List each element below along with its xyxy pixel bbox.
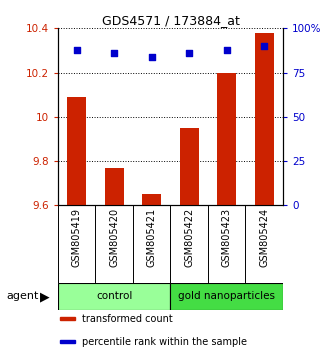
Bar [255,33,274,205]
Text: transformed count: transformed count [81,314,172,324]
Text: agent: agent [7,291,39,302]
Point [149,54,154,59]
Bar [105,168,123,205]
Text: GDS4571 / 173884_at: GDS4571 / 173884_at [102,13,239,27]
Bar [58,283,170,310]
Point [187,50,192,56]
Text: control: control [96,291,132,302]
Point [112,50,117,56]
Bar [60,340,75,343]
Bar [142,194,161,205]
Bar [180,128,199,205]
Text: GSM805423: GSM805423 [222,208,232,267]
Text: GSM805421: GSM805421 [147,208,157,267]
Bar [67,97,86,205]
Bar [170,283,283,310]
Point [261,43,267,49]
Bar [60,318,75,320]
Text: GSM805420: GSM805420 [109,208,119,267]
Text: GSM805424: GSM805424 [259,208,269,267]
Text: GSM805419: GSM805419 [72,208,82,267]
Text: ▶: ▶ [40,290,50,303]
Text: percentile rank within the sample: percentile rank within the sample [81,337,247,347]
Bar [217,73,236,205]
Text: gold nanoparticles: gold nanoparticles [178,291,275,302]
Point [224,47,229,52]
Point [74,47,79,52]
Text: GSM805422: GSM805422 [184,208,194,267]
